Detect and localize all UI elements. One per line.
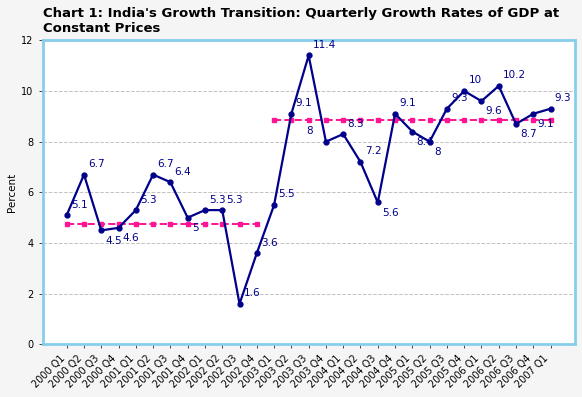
Text: 9.1: 9.1	[399, 98, 416, 108]
Text: 6.4: 6.4	[175, 167, 191, 177]
Text: 8: 8	[307, 126, 313, 136]
Text: 5.3: 5.3	[140, 195, 157, 204]
Text: 5.5: 5.5	[278, 189, 295, 199]
Text: 8.3: 8.3	[347, 118, 364, 129]
Text: 5.1: 5.1	[71, 200, 87, 210]
Text: 5.3: 5.3	[226, 195, 243, 204]
Text: 11.4: 11.4	[313, 40, 336, 50]
Text: 9.3: 9.3	[451, 93, 468, 103]
Text: 5: 5	[192, 223, 198, 233]
Text: 7.2: 7.2	[365, 146, 381, 156]
Text: 8.7: 8.7	[520, 129, 537, 139]
Text: 8.4: 8.4	[417, 137, 433, 147]
Text: 10.2: 10.2	[503, 70, 526, 80]
Text: 6.7: 6.7	[157, 159, 174, 169]
Text: 9.1: 9.1	[296, 98, 312, 108]
Text: 4.5: 4.5	[105, 236, 122, 246]
Text: 3.6: 3.6	[261, 238, 278, 248]
Text: 8: 8	[434, 147, 441, 157]
Text: 5.3: 5.3	[209, 195, 226, 204]
Text: 4.6: 4.6	[123, 233, 139, 243]
Text: 1.6: 1.6	[244, 288, 260, 298]
Text: 9.3: 9.3	[555, 93, 572, 103]
Text: Chart 1: India's Growth Transition: Quarterly Growth Rates of GDP at
Constant Pr: Chart 1: India's Growth Transition: Quar…	[42, 7, 559, 35]
Y-axis label: Percent: Percent	[7, 173, 17, 212]
Text: 10: 10	[469, 75, 481, 85]
Text: 6.7: 6.7	[88, 159, 105, 169]
Text: 9.1: 9.1	[537, 119, 554, 129]
Text: 9.6: 9.6	[485, 106, 502, 116]
Text: 5.6: 5.6	[382, 208, 399, 218]
